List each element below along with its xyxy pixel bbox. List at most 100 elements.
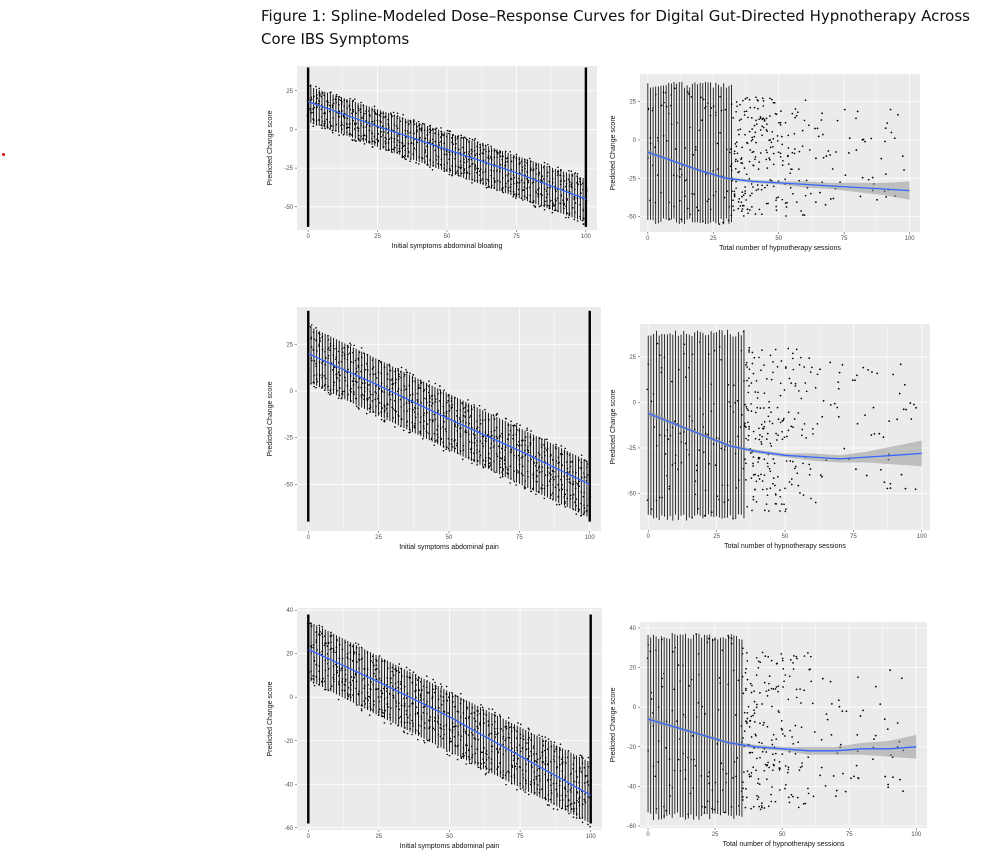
point [787, 768, 790, 771]
point [437, 722, 440, 724]
point [775, 662, 778, 665]
point [439, 427, 442, 430]
point [565, 794, 567, 797]
point [764, 509, 766, 512]
point [464, 429, 467, 431]
point [766, 462, 769, 465]
point [516, 768, 518, 770]
point [876, 198, 878, 201]
point [397, 368, 399, 370]
point [723, 501, 726, 503]
point [347, 353, 349, 356]
point [505, 725, 508, 728]
point [558, 503, 561, 506]
point [515, 194, 518, 196]
point [447, 447, 450, 450]
point [456, 695, 459, 698]
point [373, 105, 376, 108]
point [713, 402, 715, 405]
point [775, 199, 777, 202]
point [393, 146, 396, 149]
point [388, 393, 391, 396]
point [793, 152, 796, 155]
point [694, 148, 697, 151]
point [526, 187, 528, 190]
point [510, 177, 512, 180]
point [577, 183, 579, 186]
point [740, 790, 743, 792]
point [435, 127, 438, 130]
point [543, 497, 546, 500]
point [383, 685, 386, 688]
point [732, 199, 734, 202]
point [776, 365, 779, 368]
point [685, 449, 688, 451]
point [766, 151, 768, 154]
point [735, 101, 738, 103]
point [360, 135, 362, 138]
point [704, 806, 707, 808]
point [822, 156, 825, 159]
point [483, 747, 485, 749]
point [794, 724, 797, 727]
point [780, 135, 783, 138]
point [410, 142, 413, 144]
point [772, 688, 775, 690]
x-axis-title: Total number of hypnotherapy sessions [724, 543, 846, 550]
point [766, 695, 769, 697]
point [423, 420, 425, 422]
point [542, 178, 545, 180]
point [581, 219, 584, 222]
point [338, 379, 341, 382]
point [423, 739, 425, 742]
point [347, 368, 349, 371]
point [349, 342, 351, 345]
point [478, 404, 481, 407]
point [706, 800, 709, 803]
point [583, 217, 585, 220]
point [360, 347, 363, 349]
point [751, 186, 754, 188]
point [338, 643, 341, 646]
point [697, 507, 699, 510]
point [516, 181, 518, 183]
point [361, 692, 363, 694]
point [740, 201, 743, 204]
point [819, 474, 822, 476]
point [437, 715, 440, 717]
point [763, 769, 766, 772]
point [406, 732, 409, 735]
point [434, 440, 437, 442]
point [770, 800, 773, 803]
point [335, 347, 337, 350]
point [545, 196, 548, 199]
point [769, 354, 772, 357]
point [507, 180, 509, 183]
point [551, 492, 554, 494]
point [348, 104, 351, 106]
point [498, 748, 501, 750]
point [586, 504, 589, 507]
point [503, 456, 506, 458]
point [752, 465, 754, 467]
point [696, 206, 698, 209]
point [338, 387, 341, 389]
point [454, 153, 457, 156]
point [437, 156, 440, 158]
point [769, 487, 772, 490]
point [784, 765, 787, 767]
y-tick-label: -50 [627, 215, 636, 221]
point [739, 103, 741, 106]
point [568, 214, 570, 216]
point [318, 345, 320, 347]
point [476, 179, 479, 182]
point [331, 104, 334, 106]
point [510, 782, 513, 785]
point [485, 767, 488, 770]
point [374, 111, 376, 114]
point [467, 456, 470, 459]
point [426, 739, 429, 742]
point [318, 343, 321, 346]
point [544, 736, 547, 738]
point [376, 688, 378, 691]
